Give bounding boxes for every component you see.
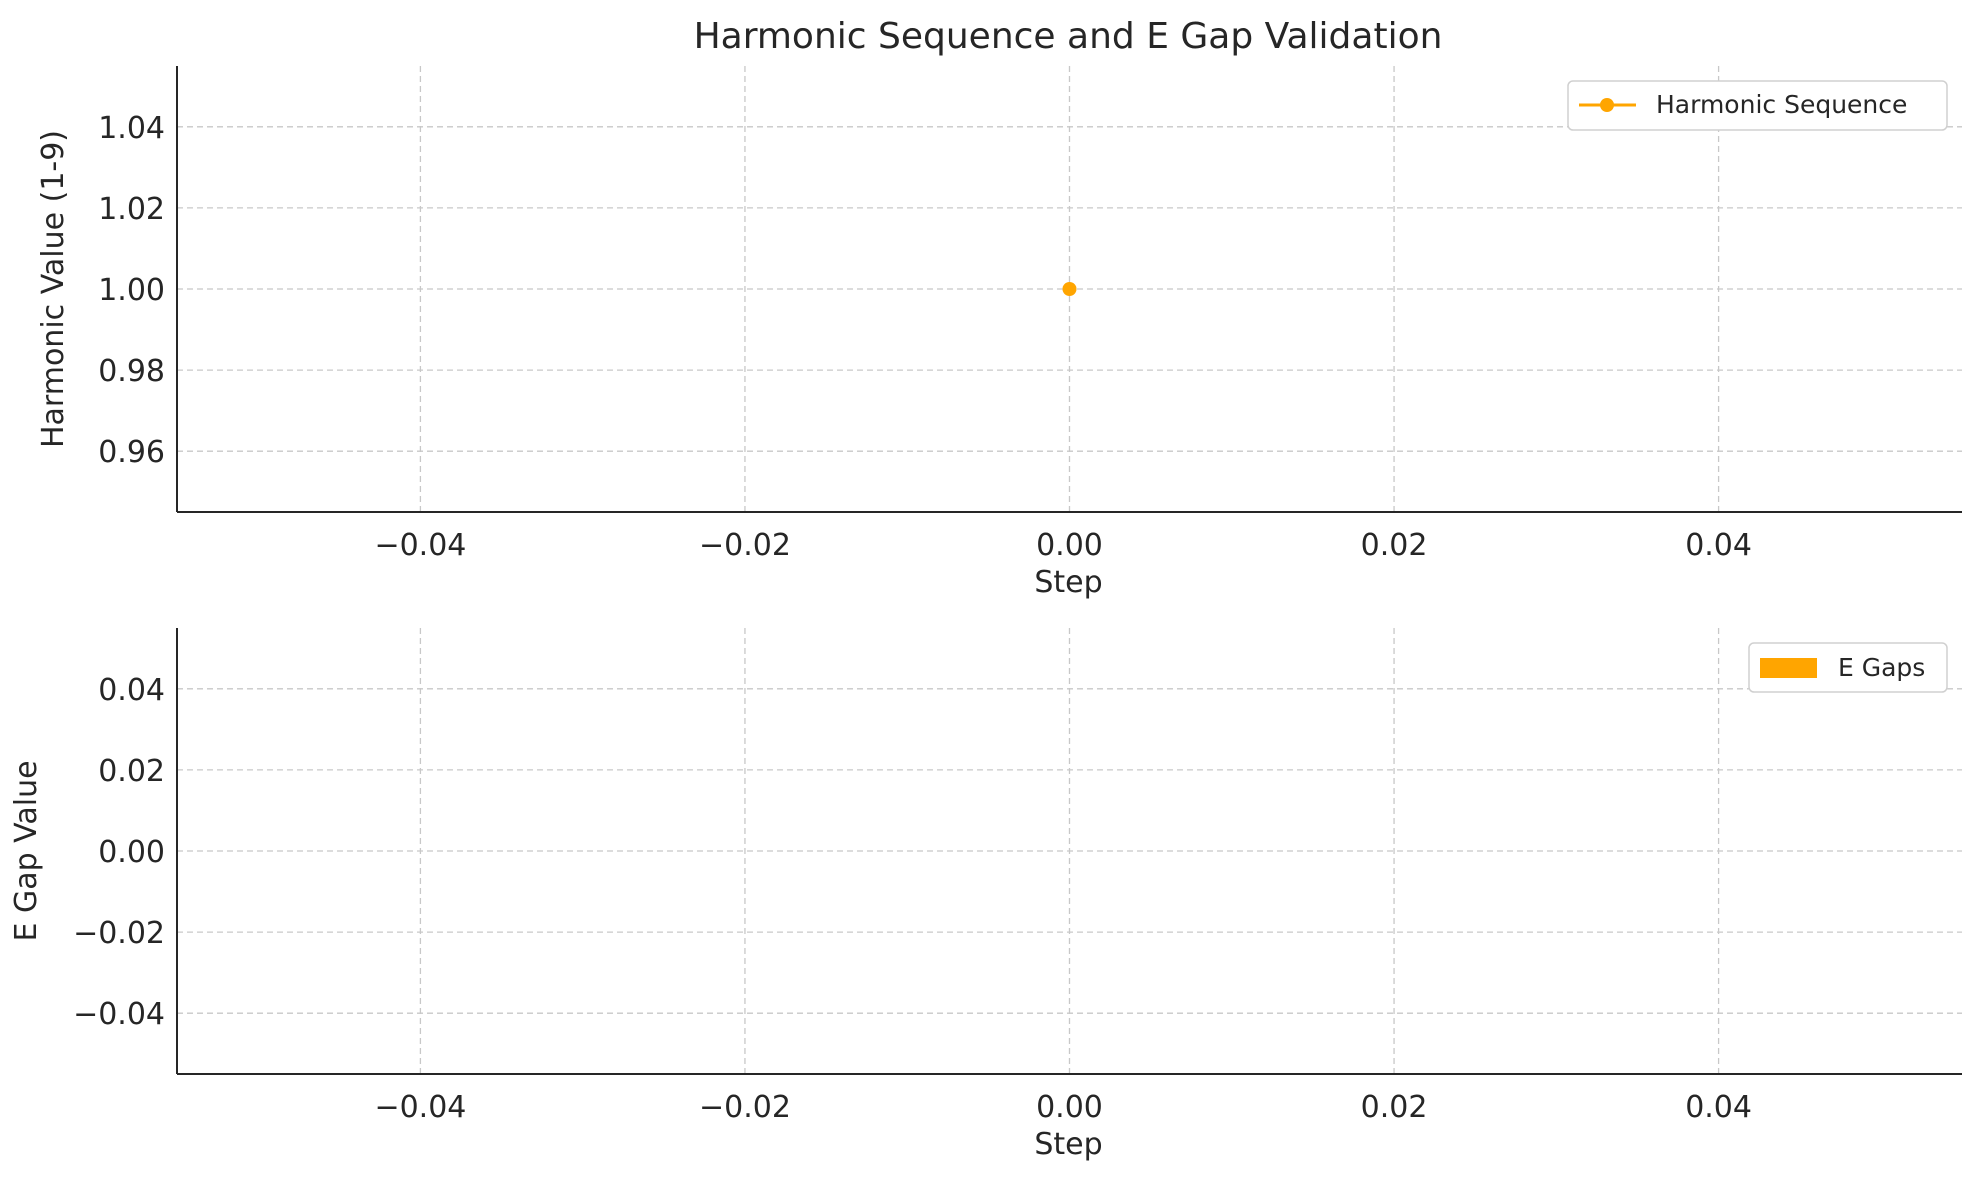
y-tick-label: 0.02 <box>98 754 165 789</box>
x-axis-label: Step <box>1034 1127 1102 1162</box>
legend-box <box>1567 80 1948 131</box>
legend-bar-swatch <box>1760 658 1817 678</box>
y-axis-label: Harmonic Value (1-9) <box>36 130 71 448</box>
legend-marker-swatch <box>1600 98 1614 112</box>
legend-box <box>1748 642 1948 693</box>
y-tick-label: 1.02 <box>98 192 165 227</box>
x-axis-label: Step <box>1034 565 1102 600</box>
y-tick-label: 0.98 <box>98 354 165 389</box>
y-tick-label: 1.04 <box>98 111 165 146</box>
x-tick-label: −0.02 <box>699 528 791 563</box>
legend-label: Harmonic Sequence <box>1656 90 1907 119</box>
x-tick-label: 0.00 <box>1036 1090 1103 1125</box>
x-tick-label: 0.02 <box>1361 528 1428 563</box>
legend-label: E Gaps <box>1838 653 1925 682</box>
subplot-2: −0.04 −0.02 0.00 0.02 0.04 0.04 0.02 0.00 −0.02 −… <box>9 628 1962 1162</box>
y-tick-label: 0.04 <box>98 673 165 708</box>
legend: E Gaps <box>1748 642 1948 693</box>
y-tick-label: −0.04 <box>73 997 165 1032</box>
y-tick-label: −0.02 <box>73 916 165 951</box>
y-axis-label: E Gap Value <box>9 760 44 941</box>
x-tick-label: −0.04 <box>374 1090 466 1125</box>
data-point <box>1062 282 1077 296</box>
x-tick-label: 0.04 <box>1685 528 1752 563</box>
x-tick-label: −0.04 <box>374 528 466 563</box>
x-tick-label: −0.02 <box>699 1090 791 1125</box>
y-tick-label: 0.96 <box>98 435 165 470</box>
x-tick-label: 0.00 <box>1036 528 1103 563</box>
y-tick-label: 0.00 <box>98 835 165 870</box>
legend: Harmonic Sequence <box>1567 80 1948 131</box>
y-tick-label: 1.00 <box>98 273 165 308</box>
x-tick-label: 0.04 <box>1685 1090 1752 1125</box>
subplot-1: −0.04 −0.02 0.00 0.02 0.04 0.96 0.98 1.00 1.02 1.… <box>36 66 1962 600</box>
x-tick-label: 0.02 <box>1361 1090 1428 1125</box>
chart-title: Harmonic Sequence and E Gap Validation <box>694 16 1443 57</box>
